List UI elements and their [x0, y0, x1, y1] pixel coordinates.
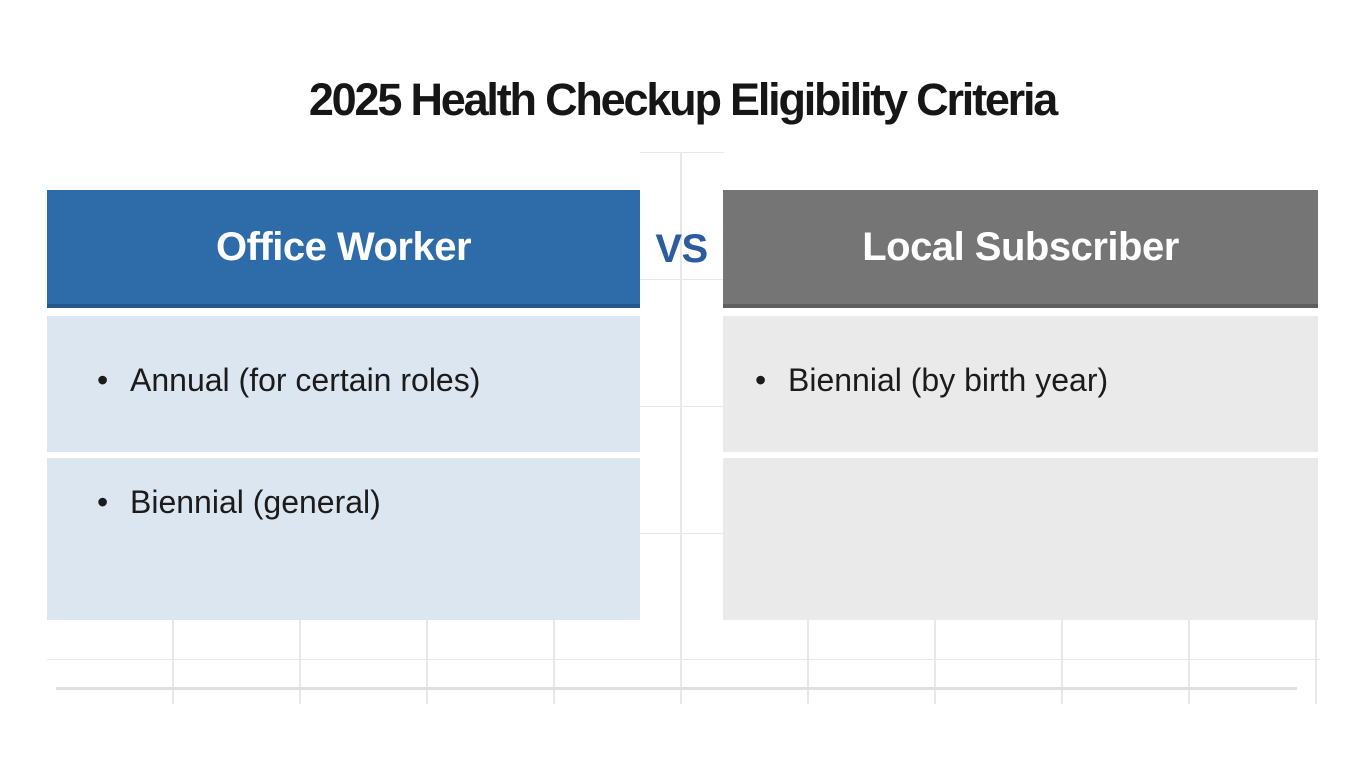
grid-vline [934, 620, 936, 704]
grid-baseline [56, 687, 1297, 690]
bullet-icon: • [97, 362, 109, 398]
right-column-header-label: Local Subscriber [862, 224, 1179, 269]
grid-vline [1061, 620, 1063, 704]
grid-vline [553, 620, 555, 704]
right-column-header: Local Subscriber [723, 190, 1318, 308]
left-row-1: • Annual (for certain roles) [47, 316, 640, 452]
grid-hline [640, 533, 724, 534]
grid-vline [299, 620, 301, 704]
vs-divider: VS [640, 190, 723, 308]
grid-vline-center [680, 152, 682, 620]
left-row-1-text: Annual (for certain roles) [130, 362, 481, 398]
left-column-header-label: Office Worker [215, 224, 472, 269]
grid-vline [1188, 620, 1190, 704]
grid-hline [640, 406, 724, 407]
right-row-1-text: Biennial (by birth year) [788, 362, 1109, 398]
right-row-2-empty [723, 458, 1318, 620]
grid-vline [426, 620, 428, 704]
grid-hline [640, 152, 724, 153]
grid-vline [680, 620, 682, 704]
bullet-icon: • [97, 484, 109, 520]
left-column-header: Office Worker [47, 190, 640, 308]
grid-vline [172, 620, 174, 704]
bullet-icon: • [755, 362, 767, 398]
left-row-2: • Biennial (general) [47, 458, 640, 620]
left-row-2-text: Biennial (general) [130, 484, 381, 520]
vs-label: VS [655, 226, 708, 271]
grid-hline [47, 659, 1320, 660]
page-title: 2025 Health Checkup Eligibility Criteria [308, 74, 1058, 125]
grid-hline [640, 279, 724, 280]
grid-vline [1315, 620, 1317, 704]
right-row-1: • Biennial (by birth year) [723, 316, 1318, 452]
grid-vline [807, 620, 809, 704]
